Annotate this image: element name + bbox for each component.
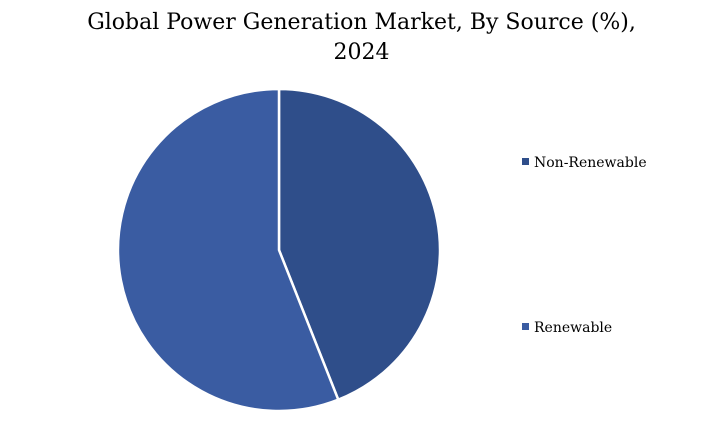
chart-title-line2: 2024 <box>333 40 390 65</box>
legend-label: Renewable <box>534 320 612 336</box>
legend: Non-Renewable Renewable <box>522 155 647 336</box>
pie-slice-renewable <box>116 87 340 413</box>
legend-label: Non-Renewable <box>534 155 647 171</box>
pie-slice-non-renewable <box>277 87 442 401</box>
legend-item-non-renewable: Non-Renewable <box>522 155 647 171</box>
chart-title: Global Power Generation Market, By Sourc… <box>0 8 723 68</box>
pie-slices <box>116 87 442 413</box>
legend-item-renewable: Renewable <box>522 320 612 336</box>
legend-swatch <box>522 158 529 165</box>
legend-swatch <box>522 323 529 330</box>
chart-title-line1: Global Power Generation Market, By Sourc… <box>87 10 636 35</box>
